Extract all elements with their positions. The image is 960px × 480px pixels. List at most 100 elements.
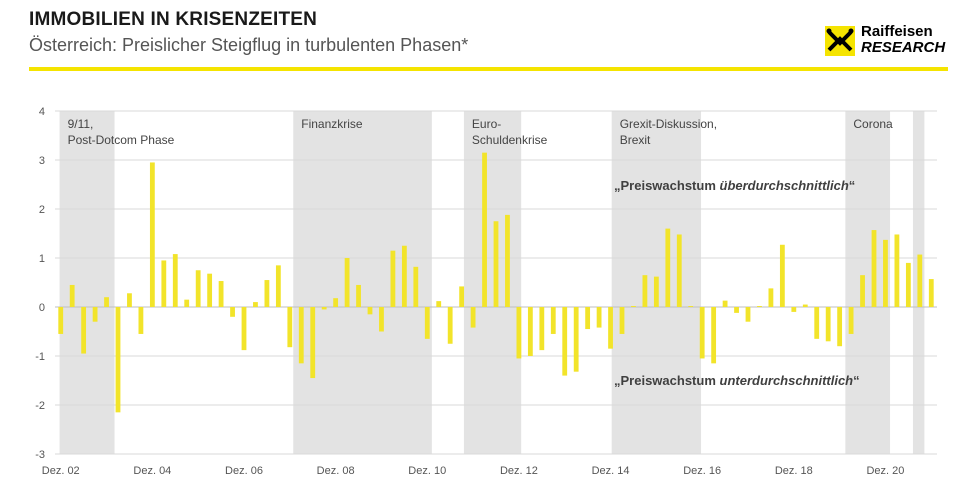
- crisis-band: [293, 111, 432, 454]
- bar-layer: [58, 152, 934, 413]
- logo-line1: Raiffeisen: [861, 23, 933, 40]
- crisis-label: Schuldenkrise: [472, 133, 548, 147]
- data-bar: [218, 281, 224, 307]
- crisis-shading-layer: [59, 111, 925, 454]
- data-bar: [401, 245, 407, 307]
- data-bar: [619, 307, 625, 334]
- data-bar: [562, 307, 568, 376]
- x-tick-label: Dez. 16: [683, 465, 721, 477]
- data-bar: [802, 304, 808, 307]
- crisis-label: Brexit: [620, 133, 651, 147]
- data-bar: [424, 307, 430, 339]
- data-bar: [161, 260, 167, 307]
- crisis-band: [845, 111, 891, 454]
- data-bar: [711, 307, 717, 364]
- crisis-label: Euro-: [472, 117, 501, 131]
- crisis-band: [59, 111, 115, 454]
- y-tick-label: -1: [35, 351, 45, 363]
- page-subtitle: Österreich: Preislicher Steigflug in tur…: [29, 35, 469, 55]
- label-layer: 9/11, Post-Dotcom Phase Finanzkrise Euro- Sc…: [35, 106, 904, 477]
- data-bar: [688, 306, 694, 307]
- data-bar: [848, 307, 854, 334]
- data-bar: [436, 301, 442, 307]
- y-tick-label: 4: [39, 106, 45, 118]
- data-bar: [184, 299, 190, 307]
- x-tick-label: Dez. 18: [775, 465, 813, 477]
- data-bar: [321, 307, 327, 310]
- x-tick-label: Dez. 12: [500, 465, 538, 477]
- data-bar: [676, 234, 682, 307]
- y-tick-label: -2: [35, 400, 45, 412]
- annotation-below-average: „Preiswachstum unterdurchschnittlich“: [614, 373, 860, 388]
- data-bar: [379, 307, 384, 332]
- x-tick-label: Dez. 14: [592, 465, 630, 477]
- data-bar: [642, 275, 648, 307]
- data-bar: [745, 307, 751, 322]
- data-bar: [138, 307, 144, 334]
- page-title: IMMOBILIEN IN KRISENZEITEN: [29, 9, 318, 30]
- raiffeisen-gable-cross-icon: [825, 26, 855, 56]
- data-bar: [275, 265, 281, 307]
- data-bar: [699, 307, 705, 359]
- x-tick-label: Dez. 08: [317, 465, 355, 477]
- y-tick-label: -3: [35, 449, 45, 461]
- data-bar: [917, 254, 923, 307]
- data-bar: [505, 214, 510, 307]
- x-tick-label: Dez. 10: [408, 465, 446, 477]
- y-tick-label: 0: [39, 302, 45, 314]
- data-bar: [287, 307, 293, 348]
- x-tick-label: Dez. 04: [133, 465, 171, 477]
- data-bar: [230, 307, 235, 317]
- data-bar: [814, 307, 820, 339]
- data-bar: [92, 307, 98, 322]
- data-bar: [356, 284, 361, 307]
- crisis-label: Grexit-Diskussion,: [620, 117, 717, 131]
- price-growth-chart: 9/11, Post-Dotcom Phase Finanzkrise Euro- Sc…: [35, 106, 937, 477]
- crisis-label: Post-Dotcom Phase: [68, 133, 175, 147]
- data-bar: [768, 288, 774, 307]
- data-bar: [860, 275, 865, 307]
- data-bar: [539, 307, 545, 351]
- data-bar: [470, 307, 476, 328]
- data-bar: [104, 297, 109, 307]
- data-bar: [883, 239, 888, 307]
- data-bar: [367, 307, 373, 315]
- data-bar: [333, 298, 339, 307]
- data-bar: [459, 286, 465, 307]
- data-bar: [757, 306, 762, 307]
- data-bar: [390, 250, 396, 307]
- crisis-band: [463, 111, 522, 454]
- data-bar: [894, 234, 900, 307]
- data-bar: [665, 228, 671, 307]
- x-tick-label: Dez. 06: [225, 465, 263, 477]
- data-bar: [585, 307, 591, 330]
- x-tick-label: Dez. 20: [866, 465, 904, 477]
- data-bar: [573, 307, 579, 372]
- y-tick-label: 1: [39, 253, 45, 265]
- data-bar: [905, 262, 911, 307]
- data-bar: [722, 300, 728, 307]
- data-bar: [608, 307, 613, 349]
- data-bar: [172, 254, 178, 307]
- data-bar: [241, 307, 247, 351]
- data-bar: [653, 276, 659, 307]
- x-tick-label: Dez. 02: [42, 465, 80, 477]
- data-bar: [482, 152, 487, 307]
- data-bar: [734, 307, 739, 313]
- data-bar: [149, 162, 155, 307]
- logo-line2: RESEARCH: [861, 39, 946, 56]
- data-bar: [825, 307, 831, 342]
- data-bar: [493, 221, 499, 307]
- data-bar: [928, 279, 934, 307]
- raiffeisen-logo: Raiffeisen RESEARCH: [825, 24, 949, 62]
- data-bar: [413, 266, 419, 307]
- data-bar: [344, 258, 350, 307]
- data-bar: [516, 307, 522, 359]
- data-bar: [447, 307, 453, 344]
- data-bar: [550, 307, 556, 334]
- data-bar: [195, 270, 201, 307]
- crisis-label: Finanzkrise: [301, 117, 363, 131]
- data-bar: [596, 307, 602, 328]
- data-bar: [69, 284, 75, 307]
- data-bar: [58, 307, 64, 334]
